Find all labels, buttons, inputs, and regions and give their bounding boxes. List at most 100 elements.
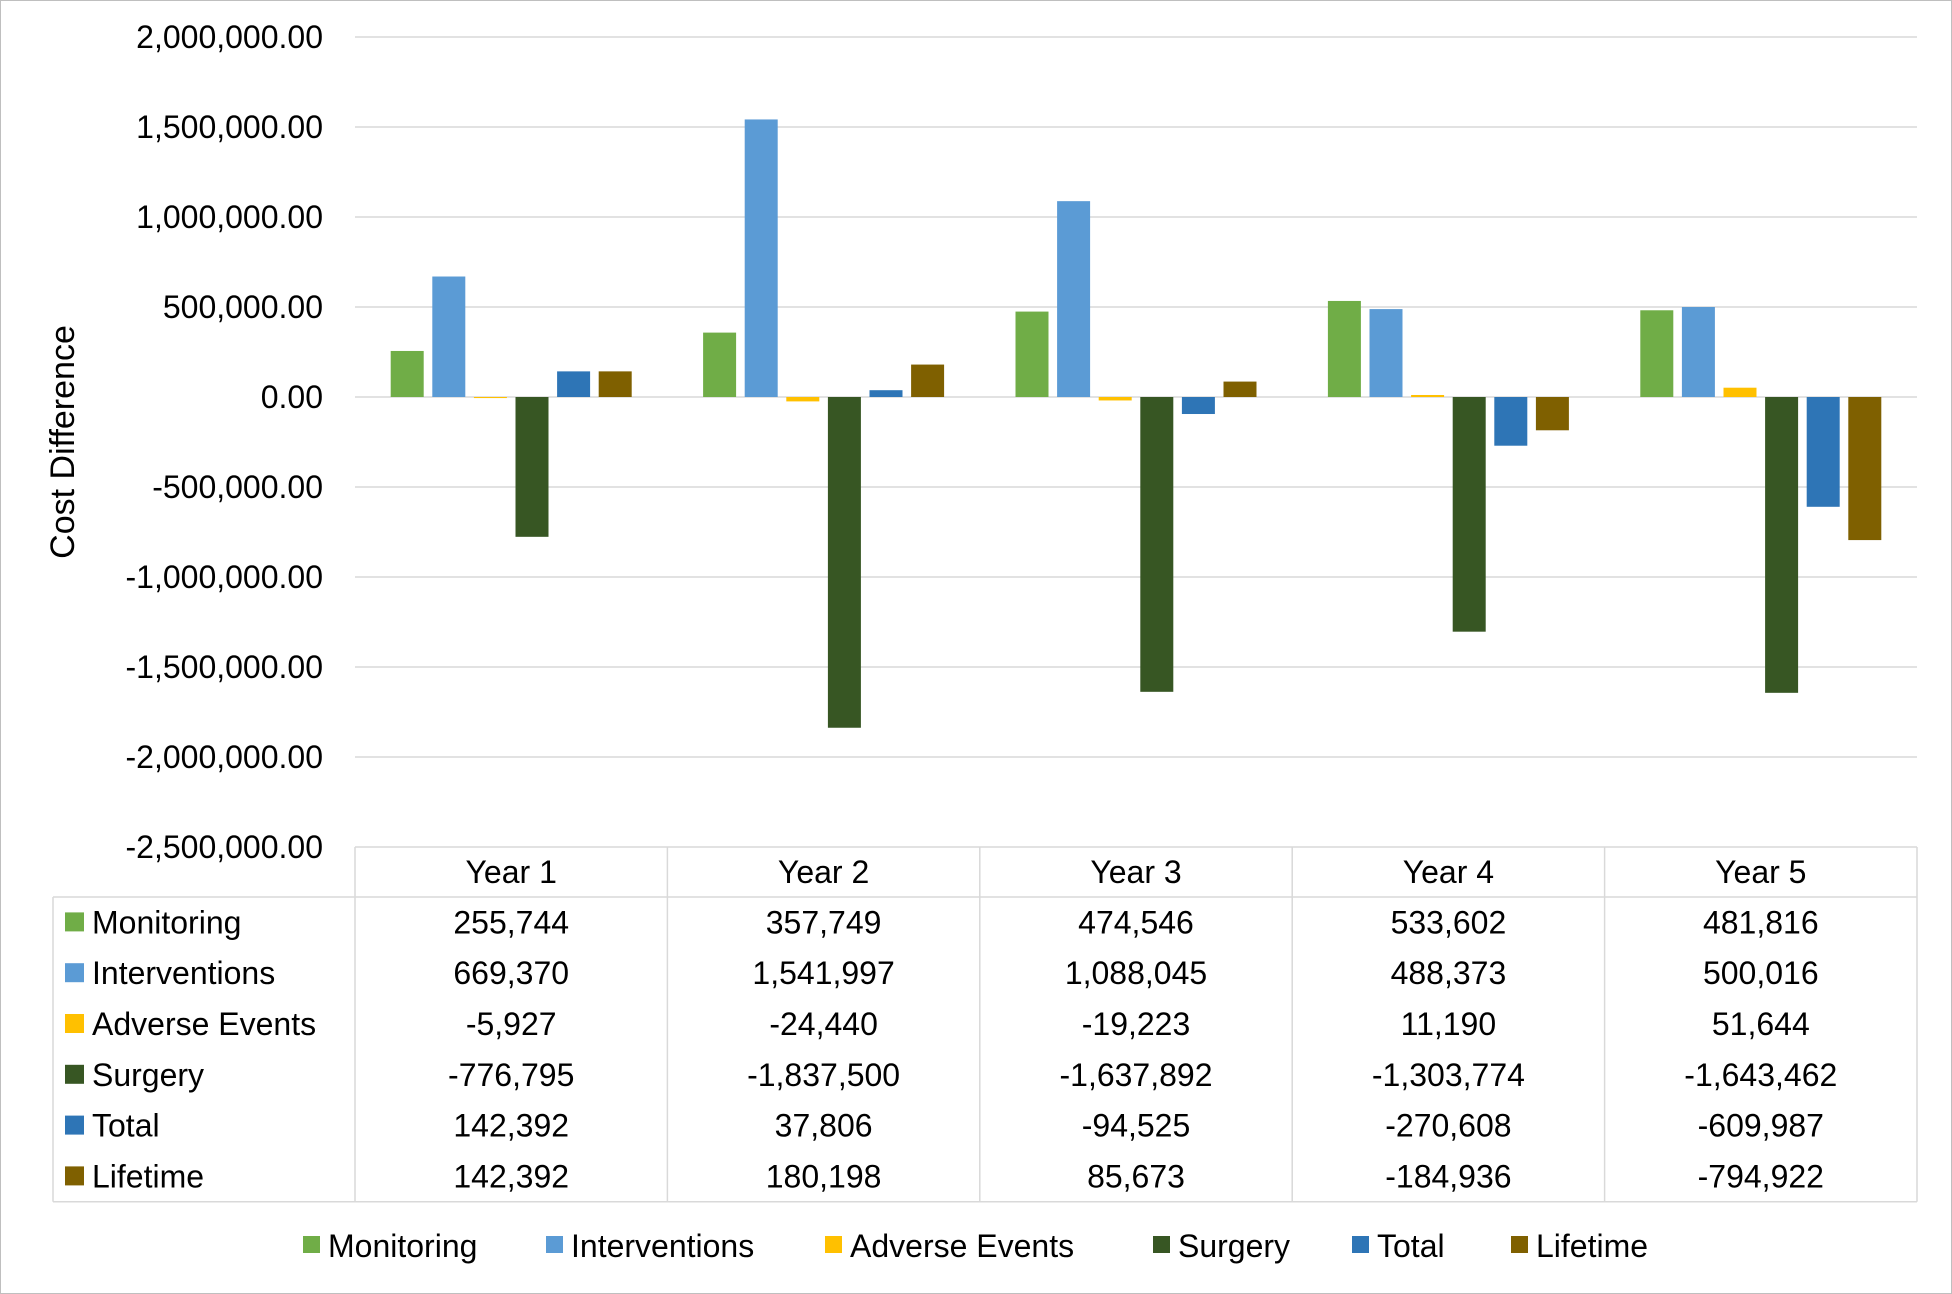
data-label: 500,016 bbox=[1703, 955, 1819, 991]
data-label: 180,198 bbox=[766, 1158, 882, 1194]
row-legend-key bbox=[65, 1014, 84, 1033]
data-label: -1,303,774 bbox=[1372, 1057, 1525, 1093]
row-label: Lifetime bbox=[92, 1158, 204, 1194]
legend-key bbox=[1153, 1236, 1170, 1253]
data-label: -794,922 bbox=[1698, 1158, 1824, 1194]
bar-adverse-events bbox=[473, 397, 507, 399]
data-label: -609,987 bbox=[1698, 1108, 1824, 1144]
bar-adverse-events bbox=[1723, 387, 1757, 397]
bar-adverse-events bbox=[1098, 397, 1132, 401]
data-label: 669,370 bbox=[453, 955, 569, 991]
bar-surgery bbox=[1140, 397, 1174, 692]
bar-total bbox=[1181, 397, 1215, 415]
data-label: -1,637,892 bbox=[1059, 1057, 1212, 1093]
legend-key bbox=[1352, 1236, 1369, 1253]
data-label: 357,749 bbox=[766, 904, 882, 940]
y-tick-label: -1,000,000.00 bbox=[126, 559, 324, 595]
legend-key bbox=[546, 1236, 563, 1253]
data-table: Year 1 Year 2 Year 3 Year 4 Year 5 Monitoring… bbox=[52, 846, 1918, 1203]
legend-label: Adverse Events bbox=[850, 1228, 1074, 1264]
bar-lifetime bbox=[1535, 397, 1569, 431]
row-label: Total bbox=[92, 1108, 160, 1144]
bar-monitoring bbox=[1015, 311, 1049, 397]
data-label: 255,744 bbox=[453, 904, 569, 940]
data-label: -19,223 bbox=[1082, 1006, 1191, 1042]
data-label: 11,190 bbox=[1401, 1006, 1497, 1042]
legend-label: Interventions bbox=[571, 1228, 754, 1264]
legend-label: Monitoring bbox=[328, 1228, 477, 1264]
bar-surgery bbox=[515, 397, 549, 537]
legend-key bbox=[1511, 1236, 1528, 1253]
bar-interventions bbox=[1681, 306, 1715, 397]
data-label: 142,392 bbox=[453, 1108, 569, 1144]
legend-label: Total bbox=[1377, 1228, 1445, 1264]
y-tick-label: 2,000,000.00 bbox=[136, 19, 323, 55]
y-tick-label: -1,500,000.00 bbox=[126, 649, 324, 685]
legend-key bbox=[303, 1236, 320, 1253]
y-axis: 2,000,000.00 1,500,000.00 1,000,000.00 500,… bbox=[44, 19, 323, 865]
y-tick-label: -2,000,000.00 bbox=[126, 739, 324, 775]
bar-total bbox=[1806, 397, 1840, 507]
data-label: 1,088,045 bbox=[1065, 955, 1207, 991]
data-label: -776,795 bbox=[448, 1057, 574, 1093]
bar-surgery bbox=[1765, 397, 1799, 693]
legend-label: Lifetime bbox=[1536, 1228, 1648, 1264]
data-label: -1,643,462 bbox=[1684, 1057, 1837, 1093]
bar-lifetime bbox=[911, 364, 945, 397]
row-legend-key bbox=[65, 1064, 84, 1084]
bar-total bbox=[1494, 397, 1528, 446]
bar-interventions bbox=[1369, 309, 1403, 397]
legend-label: Surgery bbox=[1178, 1228, 1290, 1264]
row-label: Monitoring bbox=[92, 904, 241, 940]
bar-lifetime bbox=[1848, 397, 1882, 541]
legend: Monitoring Interventions Adverse Events Sur… bbox=[303, 1228, 1648, 1264]
data-label: -24,440 bbox=[769, 1006, 878, 1042]
data-label: -94,525 bbox=[1082, 1108, 1191, 1144]
row-legend-key bbox=[65, 1166, 84, 1186]
data-label: 85,673 bbox=[1087, 1158, 1185, 1194]
row-label: Interventions bbox=[92, 955, 275, 991]
data-label: -184,936 bbox=[1385, 1158, 1511, 1194]
row-legend-key bbox=[65, 912, 84, 932]
data-label: -5,927 bbox=[466, 1006, 557, 1042]
y-axis-title: Cost Difference bbox=[44, 325, 82, 559]
data-label: 1,541,997 bbox=[752, 955, 894, 991]
data-label: -1,837,500 bbox=[747, 1057, 900, 1093]
bar-lifetime bbox=[598, 371, 632, 397]
category-label: Year 1 bbox=[466, 854, 557, 890]
bar-monitoring bbox=[703, 332, 737, 397]
data-label: -270,608 bbox=[1385, 1108, 1511, 1144]
bars bbox=[390, 119, 1882, 728]
category-label: Year 4 bbox=[1403, 854, 1494, 890]
data-label: 142,392 bbox=[453, 1158, 569, 1194]
row-legend-key bbox=[65, 963, 84, 983]
bar-interventions bbox=[1057, 201, 1091, 397]
bar-adverse-events bbox=[786, 397, 820, 402]
bar-total bbox=[869, 390, 903, 397]
data-label: 481,816 bbox=[1703, 904, 1819, 940]
category-label: Year 2 bbox=[778, 854, 869, 890]
bar-adverse-events bbox=[1411, 394, 1445, 397]
bar-surgery bbox=[1452, 397, 1486, 632]
bar-monitoring bbox=[390, 350, 424, 397]
bar-interventions bbox=[432, 276, 466, 397]
y-tick-label: -2,500,000.00 bbox=[126, 829, 324, 865]
y-tick-label: 1,500,000.00 bbox=[136, 109, 323, 145]
row-label: Surgery bbox=[92, 1057, 204, 1093]
data-label: 488,373 bbox=[1391, 955, 1507, 991]
bar-monitoring bbox=[1640, 310, 1674, 397]
y-tick-label: -500,000.00 bbox=[152, 469, 323, 505]
row-legend-key bbox=[65, 1115, 84, 1135]
y-tick-label: 500,000.00 bbox=[163, 289, 323, 325]
bar-monitoring bbox=[1327, 300, 1361, 397]
category-label: Year 3 bbox=[1090, 854, 1181, 890]
y-tick-label: 0.00 bbox=[261, 379, 323, 415]
bar-total bbox=[557, 371, 591, 397]
row-label: Adverse Events bbox=[92, 1006, 316, 1042]
data-label: 37,806 bbox=[775, 1108, 873, 1144]
data-label: 533,602 bbox=[1391, 904, 1507, 940]
data-label: 474,546 bbox=[1078, 904, 1194, 940]
bar-lifetime bbox=[1223, 381, 1257, 397]
data-label: 51,644 bbox=[1712, 1006, 1810, 1042]
